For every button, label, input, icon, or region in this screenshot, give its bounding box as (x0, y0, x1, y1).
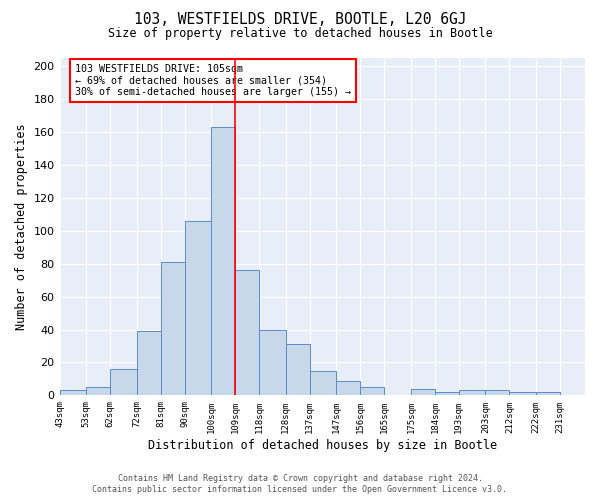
Bar (59, 390, 86, 396)
Text: Contains HM Land Registry data © Crown copyright and database right 2024.
Contai: Contains HM Land Registry data © Crown c… (92, 474, 508, 494)
Bar (509, 392, 536, 396)
Text: Size of property relative to detached houses in Bootle: Size of property relative to detached ho… (107, 28, 493, 40)
Bar (110, 369, 137, 396)
Bar (411, 389, 435, 396)
Bar (361, 387, 384, 396)
Bar (185, 220, 211, 396)
Bar (86, 387, 110, 396)
Text: 103, WESTFIELDS DRIVE, BOOTLE, L20 6GJ: 103, WESTFIELDS DRIVE, BOOTLE, L20 6GJ (134, 12, 466, 28)
Y-axis label: Number of detached properties: Number of detached properties (15, 123, 28, 330)
Bar (211, 126, 235, 396)
Bar (337, 380, 361, 396)
Bar (536, 392, 560, 396)
Bar (485, 390, 509, 396)
Bar (459, 390, 485, 396)
Bar (286, 344, 310, 396)
Bar (259, 330, 286, 396)
Text: 103 WESTFIELDS DRIVE: 105sqm
← 69% of detached houses are smaller (354)
30% of s: 103 WESTFIELDS DRIVE: 105sqm ← 69% of de… (76, 64, 352, 98)
Bar (435, 392, 459, 396)
Bar (161, 262, 185, 396)
Bar (137, 331, 161, 396)
Bar (310, 370, 337, 396)
X-axis label: Distribution of detached houses by size in Bootle: Distribution of detached houses by size … (148, 440, 497, 452)
Bar (235, 270, 259, 396)
